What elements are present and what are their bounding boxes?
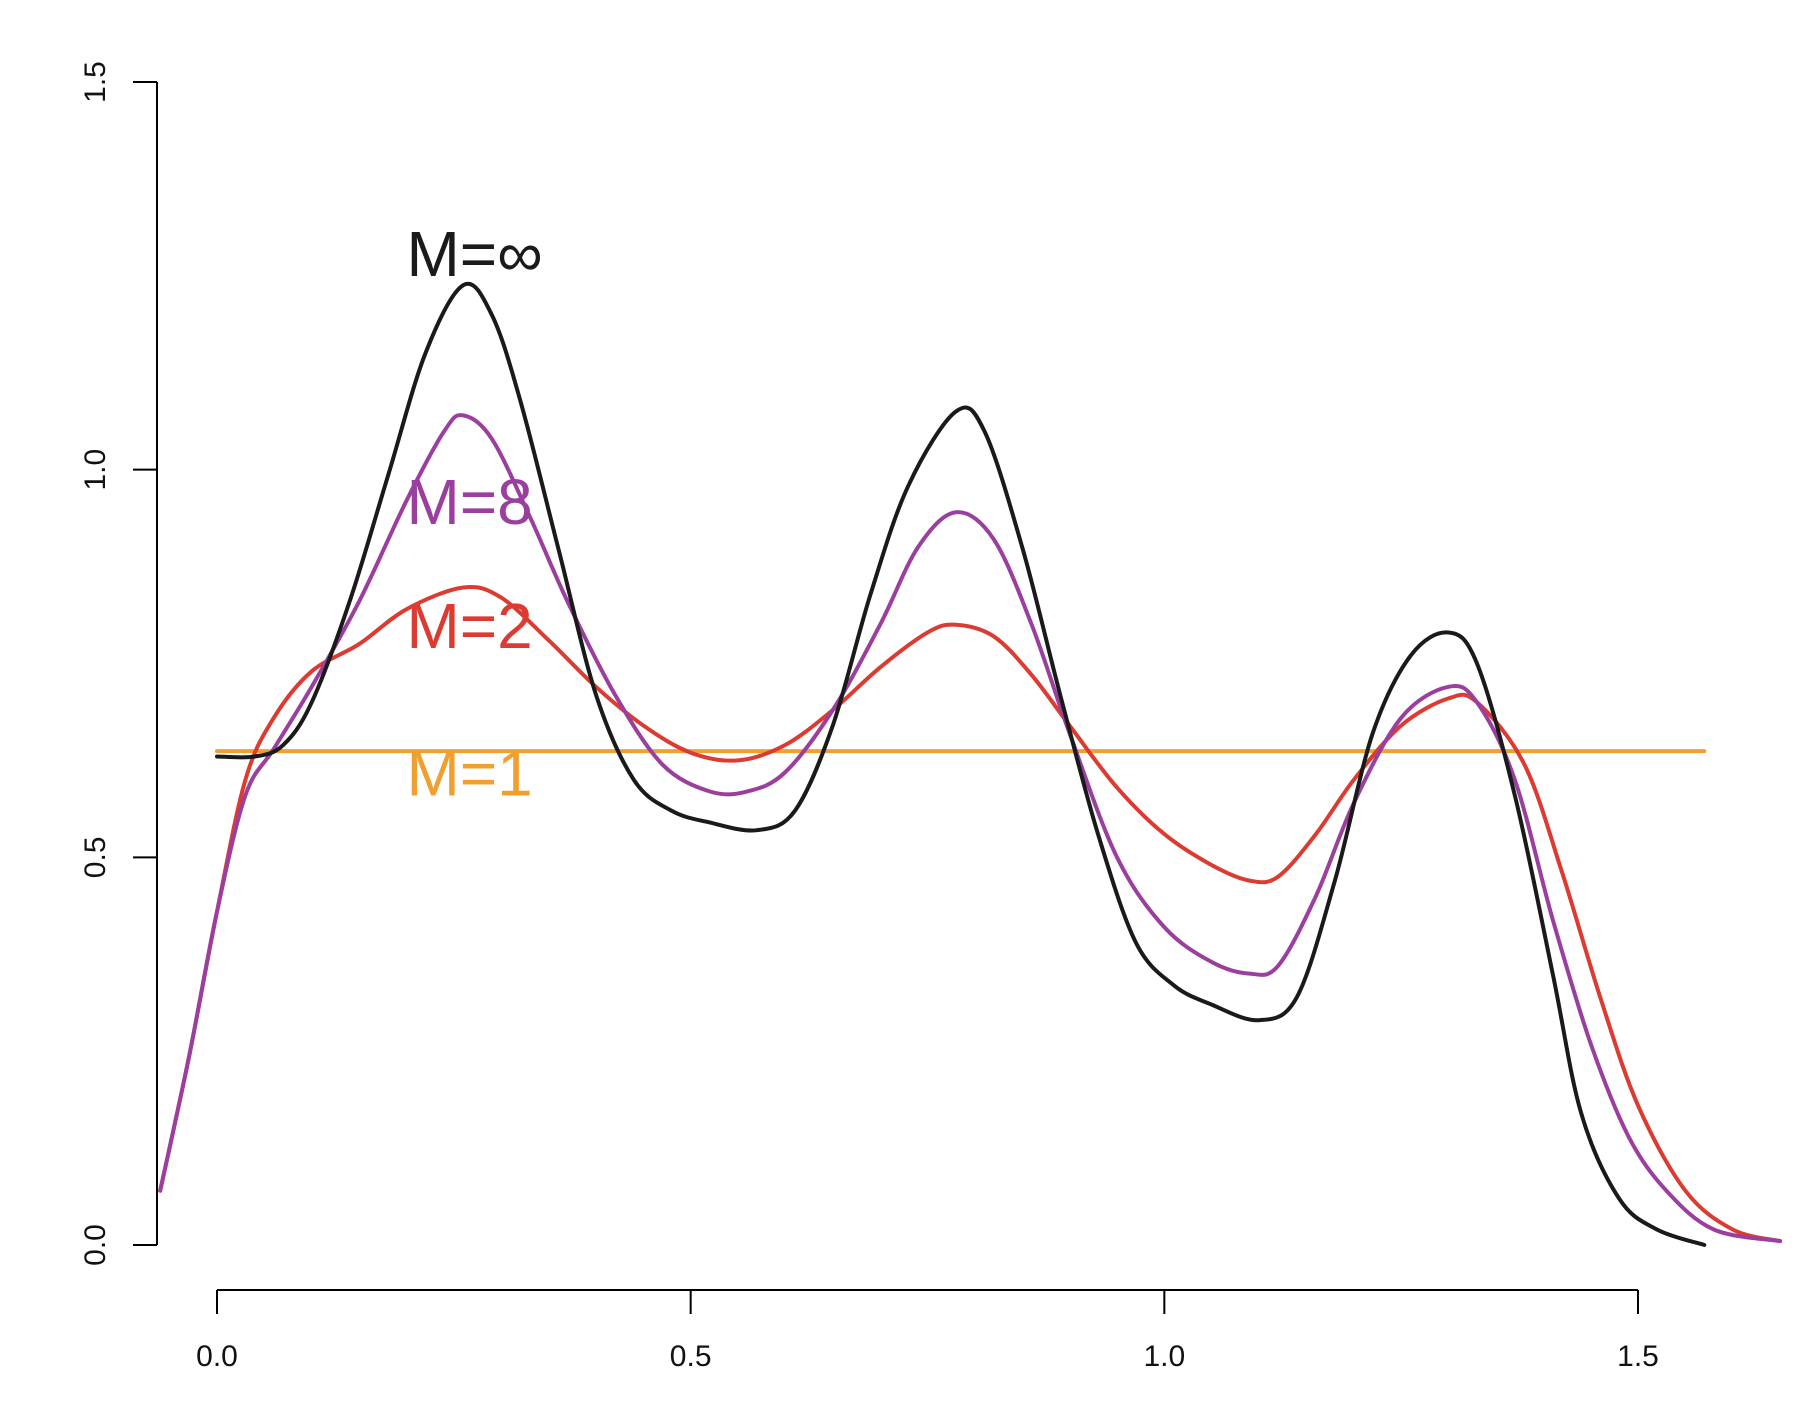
- x-tick-label: 1.5: [1617, 1340, 1659, 1373]
- series-m-8-label: M=8: [406, 466, 532, 538]
- series-m-2-label: M=2: [406, 590, 532, 662]
- x-tick-label: 0.0: [196, 1340, 238, 1373]
- x-axis: 0.0 0.5 1.0 1.5: [196, 1289, 1659, 1373]
- series-m-infinity-line: [215, 281, 1707, 1247]
- series-m-infinity-label: M=∞: [406, 218, 542, 290]
- y-tick-label: 1.0: [79, 449, 112, 491]
- series-m-1-label: M=1: [406, 737, 532, 809]
- series-lines: [158, 281, 1783, 1247]
- x-tick-label: 1.0: [1143, 1340, 1185, 1373]
- y-tick-label: 0.0: [79, 1224, 112, 1266]
- series-m-8-line: [158, 413, 1783, 1244]
- y-tick-label: 0.5: [79, 836, 112, 878]
- y-tick-label: 1.5: [79, 61, 112, 103]
- series-m-2-line: [158, 585, 1783, 1244]
- x-tick-label: 0.5: [670, 1340, 712, 1373]
- y-axis: 0.0 0.5 1.0 1.5: [79, 61, 158, 1266]
- series-labels: M=1 M=2 M=8 M=∞: [406, 218, 542, 809]
